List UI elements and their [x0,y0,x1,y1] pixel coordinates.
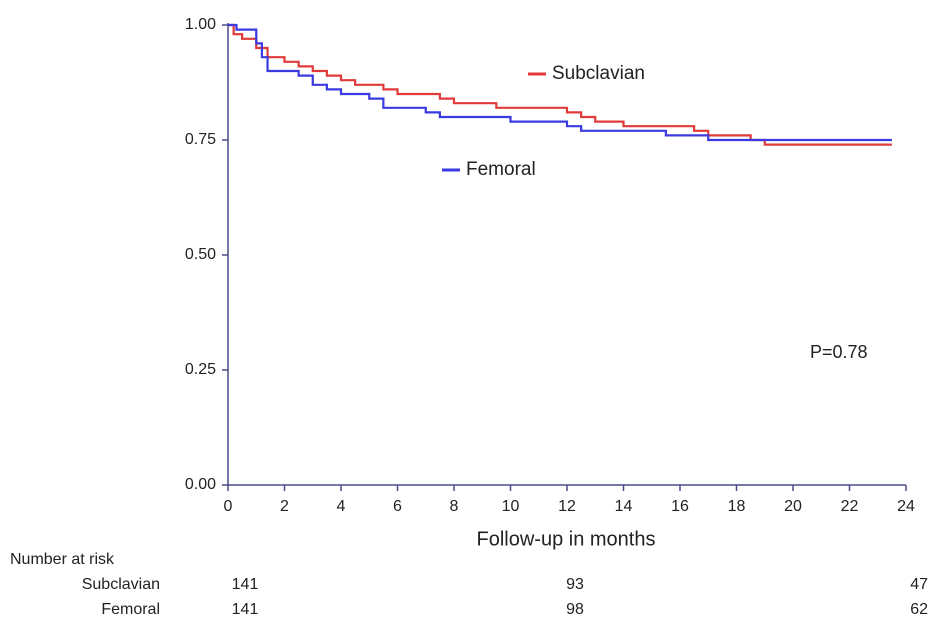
y-tick-label: 0.50 [185,246,216,263]
legend-label: Femoral [466,159,536,180]
y-tick-label: 0.75 [185,131,216,148]
x-tick-label: 18 [728,498,746,515]
km-curve [228,23,892,142]
x-tick-label: 6 [393,498,402,515]
y-tick-label: 1.00 [185,16,216,33]
x-tick-label: 24 [897,498,915,515]
x-tick-label: 2 [280,498,289,515]
x-tick-label: 20 [784,498,802,515]
risk-count: 141 [232,601,259,618]
x-axis-label: Follow-up in months [477,528,656,550]
x-tick-label: 22 [841,498,859,515]
x-tick-label: 10 [502,498,520,515]
y-tick-label: 0.25 [185,361,216,378]
y-tick-label: 0.00 [185,476,216,493]
risk-row-label: Subclavian [82,576,160,593]
risk-count: 47 [910,576,928,593]
risk-count: 98 [566,601,584,618]
km-curve [228,23,892,146]
x-tick-label: 4 [337,498,346,515]
legend-label: Subclavian [552,63,645,84]
risk-count: 141 [232,576,259,593]
risk-count: 62 [910,601,928,618]
x-tick-label: 12 [558,498,576,515]
x-tick-label: 8 [450,498,459,515]
annotation: P=0.78 [810,342,868,362]
risk-title: Number at risk [10,551,115,568]
x-tick-label: 16 [671,498,689,515]
x-tick-label: 0 [224,498,233,515]
x-tick-label: 14 [615,498,633,515]
risk-count: 93 [566,576,584,593]
risk-row-label: Femoral [101,601,160,618]
